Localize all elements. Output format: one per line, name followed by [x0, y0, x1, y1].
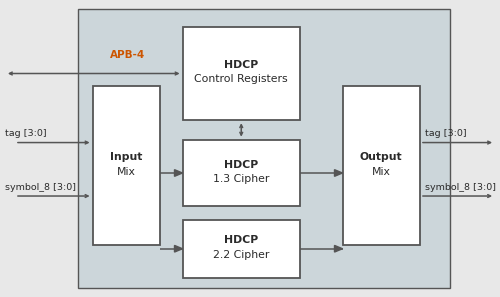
Text: Mix: Mix [372, 167, 390, 176]
Text: 1.3 Cipher: 1.3 Cipher [213, 174, 270, 184]
Text: symbol_8 [3:0]: symbol_8 [3:0] [5, 183, 76, 192]
Bar [92, 86, 160, 245]
Bar [342, 86, 420, 245]
Text: HDCP: HDCP [224, 160, 258, 170]
Text: HDCP: HDCP [224, 60, 258, 70]
Text: Input: Input [110, 152, 142, 162]
Text: symbol_8 [3:0]: symbol_8 [3:0] [425, 183, 496, 192]
Text: tag [3:0]: tag [3:0] [5, 129, 46, 138]
Polygon shape [334, 170, 342, 176]
Polygon shape [174, 170, 182, 176]
Text: Mix: Mix [117, 167, 136, 176]
Text: Output: Output [360, 152, 403, 162]
Bar [182, 220, 300, 278]
Polygon shape [334, 245, 342, 252]
Bar [182, 140, 300, 206]
Bar [78, 9, 450, 288]
Polygon shape [174, 245, 182, 252]
Text: Control Registers: Control Registers [194, 75, 288, 84]
Bar [182, 27, 300, 120]
Text: APB-4: APB-4 [110, 50, 145, 60]
Text: tag [3:0]: tag [3:0] [425, 129, 467, 138]
Text: HDCP: HDCP [224, 236, 258, 245]
Text: 2.2 Cipher: 2.2 Cipher [213, 250, 270, 260]
